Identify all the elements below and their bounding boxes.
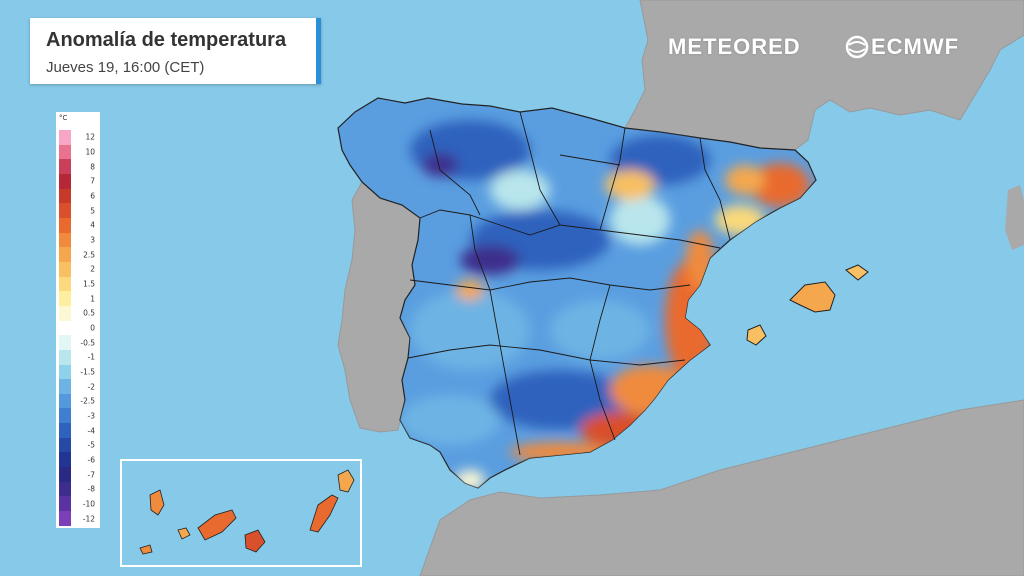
legend-level-label: 0.5 — [83, 308, 95, 318]
legend-swatch — [59, 423, 71, 438]
la-gomera-island — [177, 527, 191, 540]
legend-swatch — [59, 393, 71, 409]
legend-level-label: -1.5 — [80, 367, 95, 377]
legend-swatch — [59, 320, 71, 336]
legend-level-label: -3 — [87, 411, 95, 421]
meteored-logo: METEORED — [668, 34, 801, 60]
legend-swatch — [59, 364, 71, 380]
map-title: Anomalía de temperatura — [46, 29, 287, 51]
legend-level-label: 1.5 — [83, 279, 95, 289]
north-africa-landmass — [419, 399, 1024, 576]
legend-color-bar — [59, 130, 71, 526]
legend-swatch — [59, 481, 71, 497]
legend-swatch — [59, 437, 71, 453]
legend-level-label: 6 — [90, 191, 95, 201]
legend-swatch — [59, 276, 71, 292]
legend-level-label: -6 — [87, 455, 95, 465]
menorca-island — [845, 264, 869, 281]
legend-swatch — [59, 232, 71, 248]
legend-level-label: 7 — [90, 176, 95, 186]
legend-level-label: 10 — [85, 147, 95, 157]
legend-swatch — [59, 130, 71, 145]
ibiza-island — [746, 324, 767, 346]
legend-swatch — [59, 379, 71, 394]
legend-swatch — [59, 349, 71, 365]
legend-level-label: 12 — [85, 132, 95, 142]
legend-swatch — [59, 188, 71, 204]
legend-swatch — [59, 159, 71, 174]
legend-level-label: 2.5 — [83, 250, 95, 260]
ecmwf-logo: ECMWF — [845, 34, 959, 60]
legend-swatch — [59, 511, 71, 526]
legend-swatch — [59, 291, 71, 306]
mallorca-island — [789, 281, 836, 313]
el-hierro-island — [139, 544, 153, 555]
legend-level-label: -7 — [87, 470, 95, 480]
legend-level-label: -1 — [87, 352, 95, 362]
legend-swatch — [59, 203, 71, 218]
legend-level-label: 5 — [90, 206, 95, 216]
legend-level-label: -12 — [82, 514, 95, 524]
legend-swatch — [59, 173, 71, 189]
legend-swatch — [59, 467, 71, 482]
legend-swatch — [59, 335, 71, 350]
canary-islands — [139, 469, 355, 555]
legend-labels: 12 10 8 7 6 5 4 3 2.5 2 1.5 1 0.5 0 -0.5 -1 -1.5 -2 -2.5 -3… — [74, 130, 98, 526]
legend-level-label: -2 — [87, 382, 95, 392]
legend-level-label: -2.5 — [80, 396, 95, 406]
legend-swatch — [59, 144, 71, 160]
ecmwf-logo-icon — [845, 35, 869, 59]
title-panel: Anomalía de temperatura Jueves 19, 16:00… — [30, 18, 321, 84]
fuerteventura-island — [309, 494, 339, 533]
legend-level-label: 0 — [90, 323, 95, 333]
france-landmass — [624, 0, 1024, 151]
canary-islands-inset — [120, 459, 362, 567]
corsica-island — [1005, 185, 1024, 250]
legend-level-label: -0.5 — [80, 338, 95, 348]
legend-swatch — [59, 247, 71, 262]
ecmwf-logo-text: ECMWF — [871, 34, 960, 59]
legend-level-label: -10 — [82, 499, 95, 509]
legend-level-label: 2 — [90, 264, 95, 274]
legend-swatch — [59, 496, 71, 512]
legend-swatch — [59, 305, 71, 321]
legend-level-label: -8 — [87, 484, 95, 494]
legend-level-label: 3 — [90, 235, 95, 245]
region-borders — [407, 111, 731, 456]
tenerife-island — [197, 509, 237, 541]
legend-level-label: -4 — [87, 426, 95, 436]
meteored-logo-text: METEORED — [668, 34, 801, 59]
la-palma-island — [149, 489, 165, 516]
legend-swatch — [59, 408, 71, 424]
legend-swatch — [59, 217, 71, 233]
legend-swatch — [59, 261, 71, 277]
lanzarote-island — [337, 469, 355, 493]
legend-swatch — [59, 452, 71, 468]
legend-level-label: 1 — [90, 294, 95, 304]
map-subtitle: Jueves 19, 16:00 (CET) — [46, 59, 205, 76]
legend-level-label: 4 — [90, 220, 95, 230]
legend-unit: °C — [59, 114, 68, 122]
color-legend: °C 12 10 8 7 6 5 4 3 2.5 2 1.5 1 0.5 0 -0.5 -1 -1.5 -2 -2.… — [56, 112, 100, 528]
legend-level-label: -5 — [87, 440, 95, 450]
legend-level-label: 8 — [90, 162, 95, 172]
gran-canaria-island — [244, 529, 266, 553]
